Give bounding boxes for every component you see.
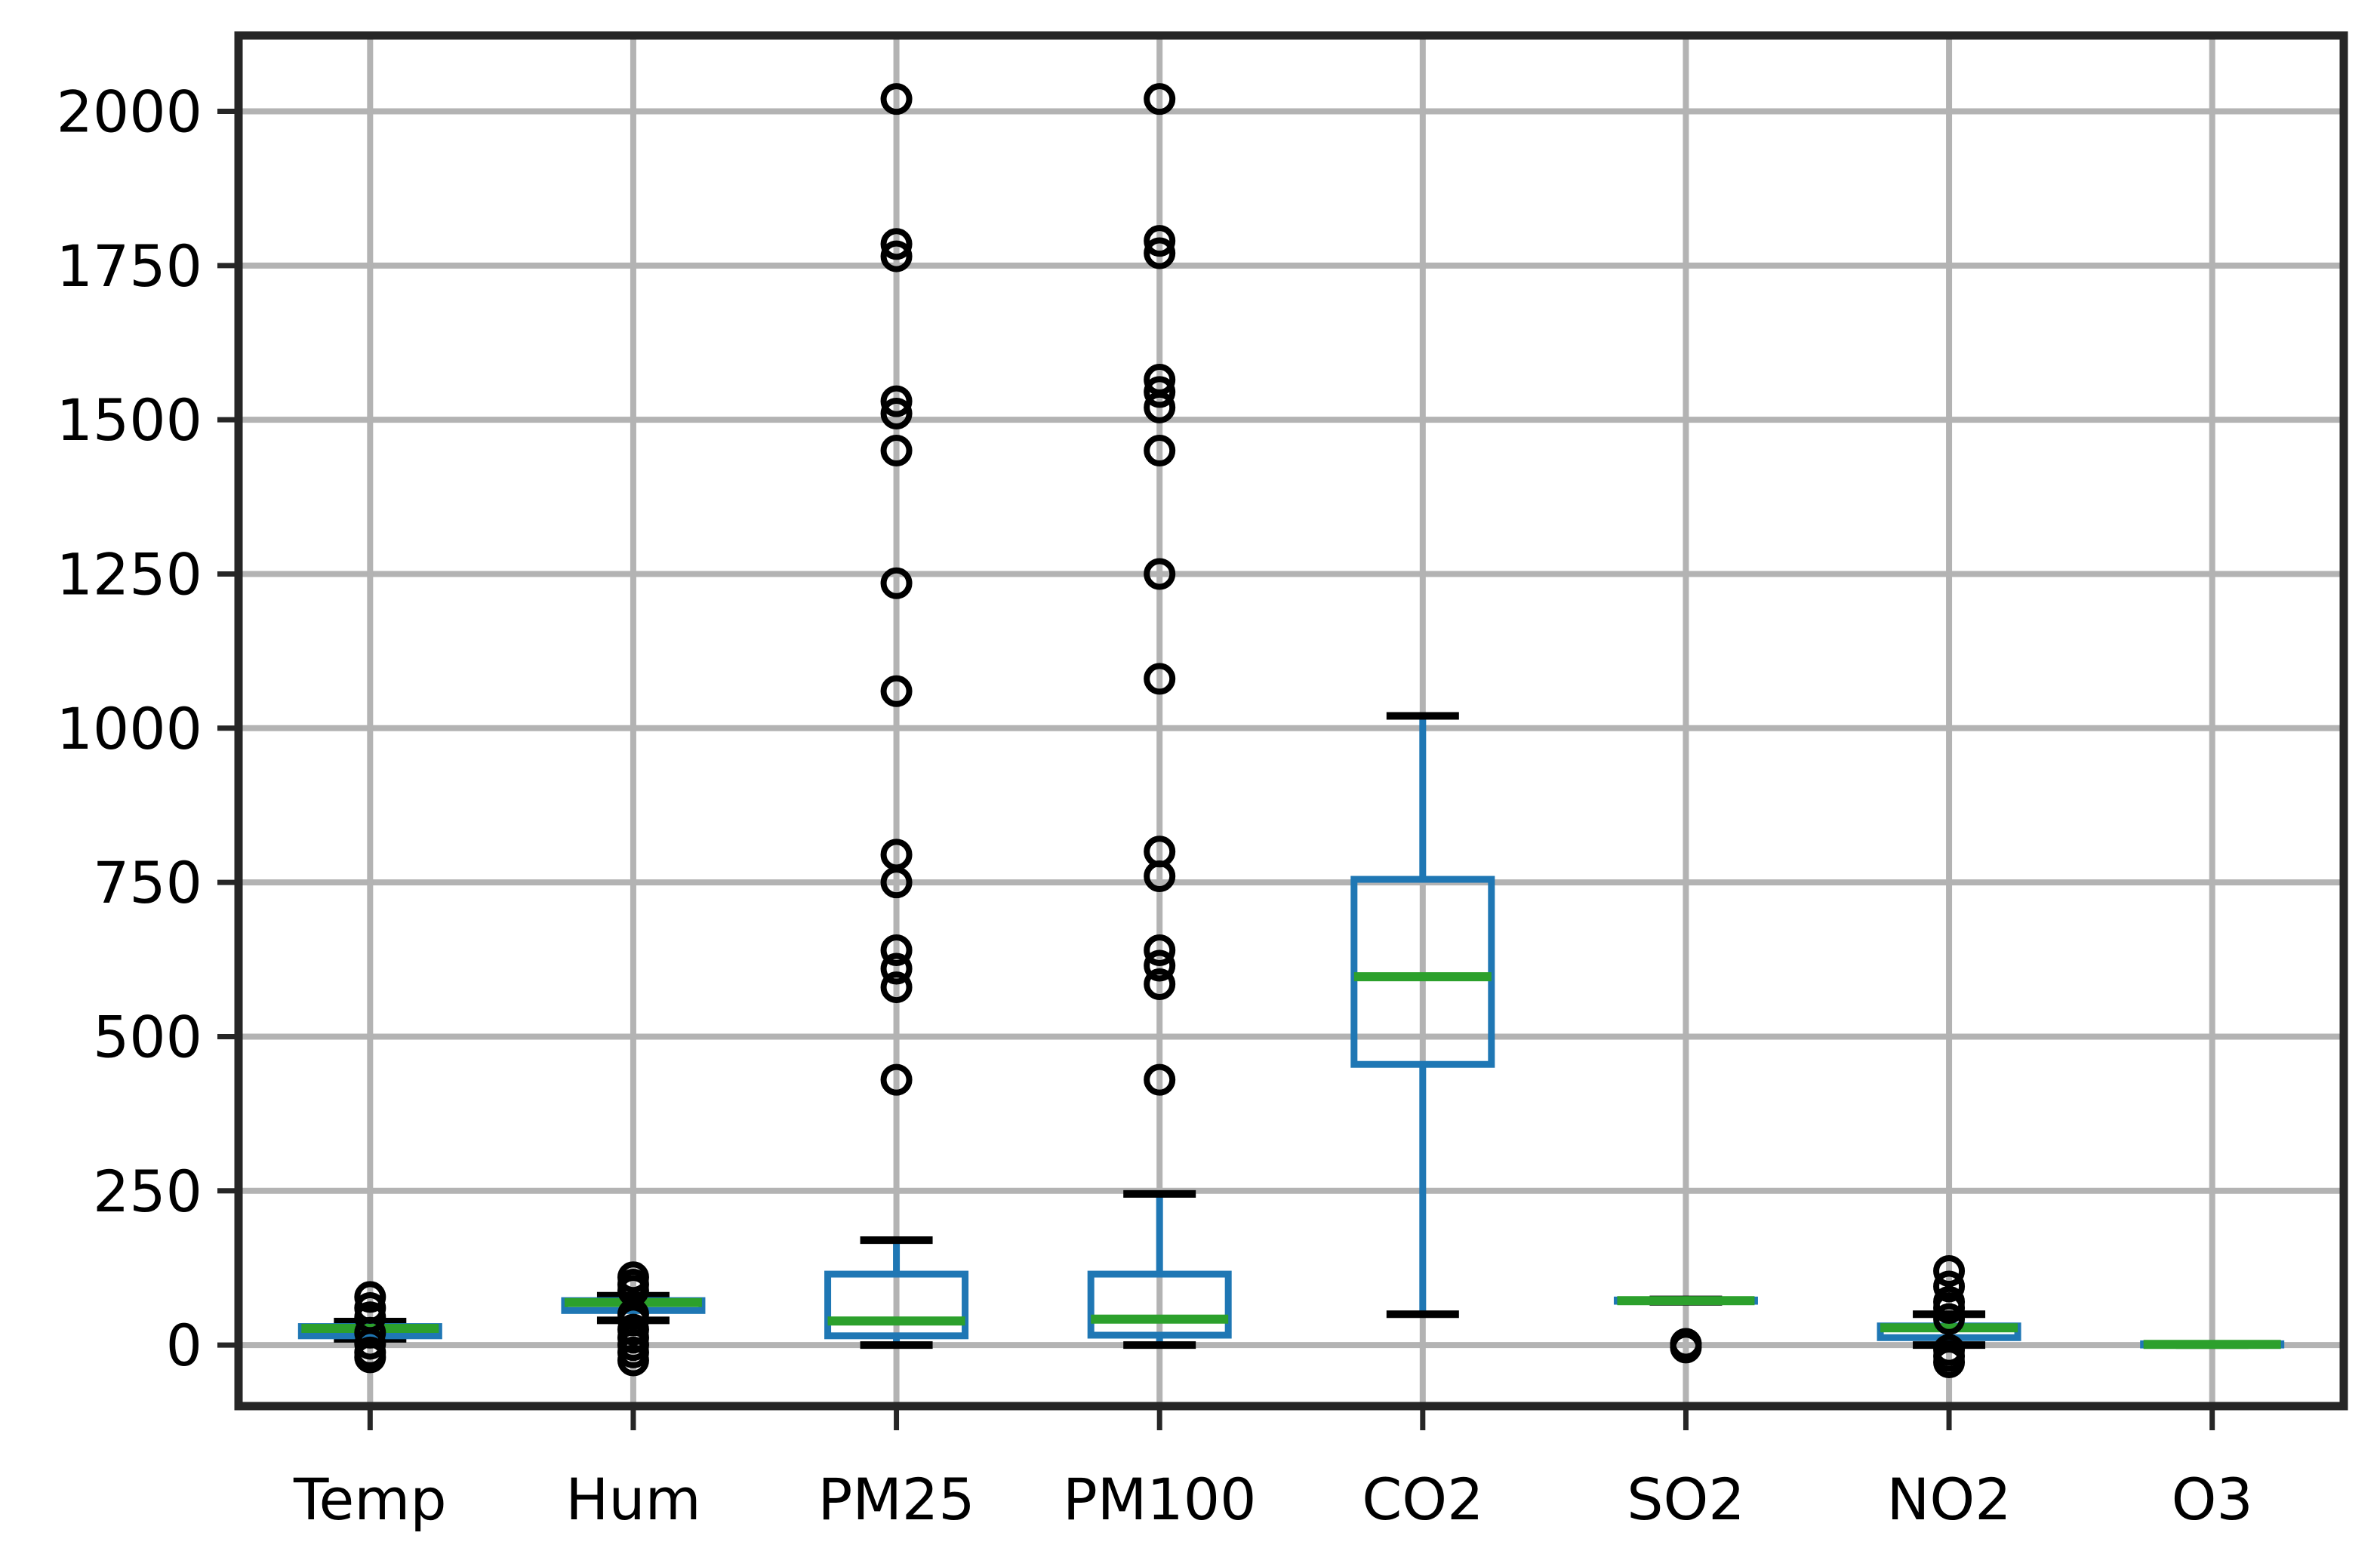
y-axis: 0 250 500 750 1000 1250 1500 1750 2000 (57, 78, 239, 1379)
ytick-label-500: 500 (93, 1003, 202, 1070)
flier (880, 435, 913, 467)
flier (880, 1063, 913, 1096)
flier (1933, 1346, 1966, 1378)
xtick-label-CO2: CO2 (1362, 1466, 1483, 1533)
xtick-label-NO2: NO2 (1887, 1466, 2012, 1533)
xtick-label-PM25: PM25 (818, 1466, 975, 1533)
x-axis: Temp Hum PM25 PM100 CO2 SO2 NO2 O3 (293, 1406, 2253, 1533)
xtick-label-SO2: SO2 (1627, 1466, 1744, 1533)
ytick-label-1750: 1750 (57, 232, 202, 300)
flier (880, 228, 913, 260)
xtick-label-PM100: PM100 (1063, 1466, 1256, 1533)
flier (880, 385, 913, 417)
flier (880, 240, 913, 272)
flier (1144, 225, 1176, 257)
flier (1144, 558, 1176, 590)
flier (880, 971, 913, 1004)
grid (239, 35, 2344, 1406)
flier (880, 567, 913, 599)
flier (1933, 1255, 1966, 1288)
flier (880, 866, 913, 899)
flier (1933, 1303, 1966, 1335)
xtick-label-Hum: Hum (565, 1466, 700, 1533)
box-rect (1350, 876, 1495, 1068)
flier (1144, 1063, 1176, 1096)
flier (1933, 1270, 1966, 1303)
ytick-label-1250: 1250 (57, 540, 202, 608)
flier (1144, 376, 1176, 408)
plot-border (234, 31, 2348, 1411)
flier (1933, 1292, 1966, 1325)
flier (354, 1341, 386, 1374)
box-group-O3 (2140, 1340, 2285, 1349)
ytick-label-2000: 2000 (57, 78, 202, 146)
flier (1144, 391, 1176, 423)
box-group-PM25 (824, 83, 969, 1349)
ytick-label-0: 0 (166, 1312, 202, 1379)
box-group-NO2 (1877, 1255, 2021, 1378)
flier (354, 1281, 386, 1313)
flier (1144, 237, 1176, 269)
box-rect (1087, 1270, 1232, 1339)
flier (880, 675, 913, 707)
flier (880, 83, 913, 115)
flier (1144, 83, 1176, 115)
ytick-label-250: 250 (93, 1158, 202, 1225)
ytick-label-750: 750 (93, 849, 202, 916)
box-group-SO2 (1613, 1295, 1758, 1364)
box-group-Temp (297, 1281, 442, 1374)
flier (880, 934, 913, 967)
xtick-label-Temp: Temp (293, 1466, 447, 1533)
flier (1144, 860, 1176, 892)
flier (1670, 1331, 1702, 1364)
box-group-CO2 (1350, 712, 1495, 1319)
flier (880, 952, 913, 985)
flier (880, 397, 913, 429)
flier (1144, 435, 1176, 467)
ytick-label-1000: 1000 (57, 695, 202, 762)
ytick-label-1500: 1500 (57, 386, 202, 454)
flier (1144, 949, 1176, 982)
box-group-PM100 (1087, 83, 1232, 1349)
box-group-Hum (561, 1261, 706, 1377)
flier (1144, 663, 1176, 695)
flier (1144, 968, 1176, 1000)
flier (617, 1344, 649, 1377)
flier (1144, 934, 1176, 967)
box-rect (824, 1270, 969, 1340)
xtick-label-O3: O3 (2172, 1466, 2253, 1533)
